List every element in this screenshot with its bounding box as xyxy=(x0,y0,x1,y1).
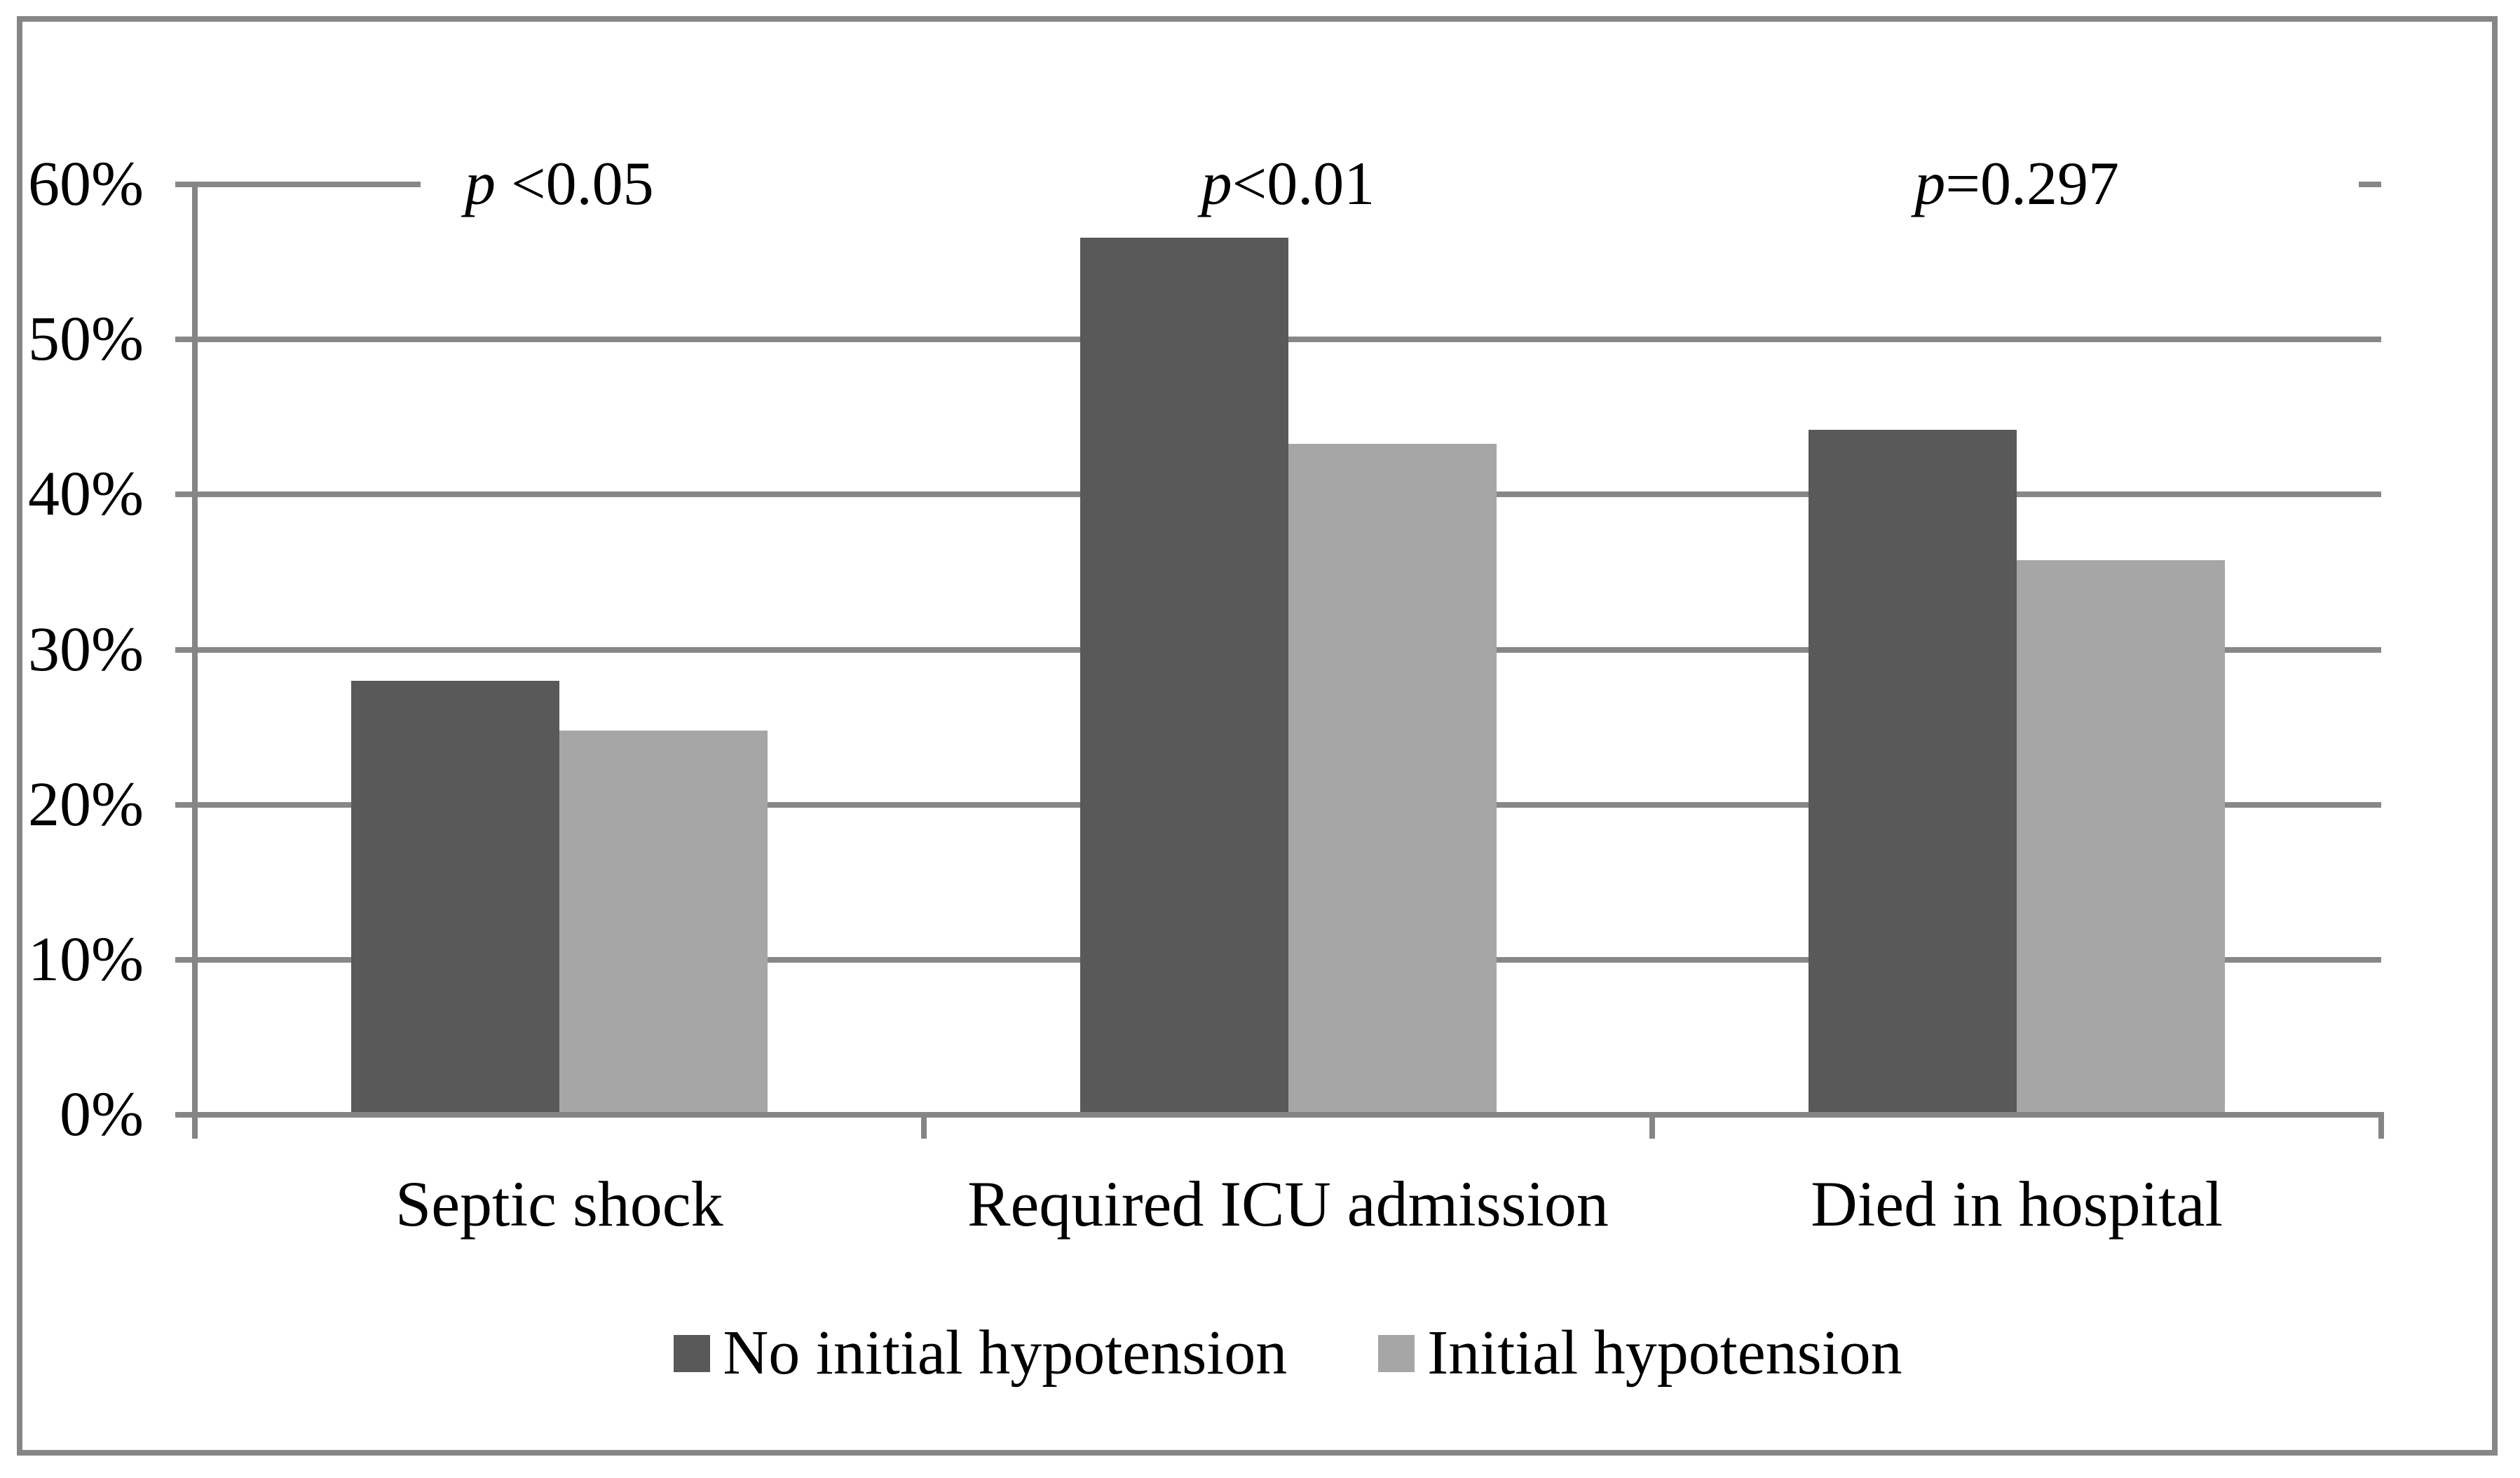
legend-item: Initial hypotension xyxy=(1378,1318,1902,1388)
legend-item: No initial hypotension xyxy=(674,1318,1287,1388)
category-label: Septic shock xyxy=(395,1168,723,1240)
p-value-annotation: p<0.01 xyxy=(1201,150,1375,218)
gridline-top-segment xyxy=(2359,182,2381,187)
p-value-annotation: p=0.297 xyxy=(1914,150,2119,218)
y-tick-label: 30% xyxy=(28,614,144,684)
bar-initial-hypotension xyxy=(2017,560,2226,1112)
p-italic: p xyxy=(1914,150,1946,218)
bar-no-initial-hypotension xyxy=(1079,237,1288,1112)
y-tick-label: 60% xyxy=(28,149,144,219)
figure-border xyxy=(17,16,2498,1456)
category-label: Died in hospital xyxy=(1811,1168,2223,1240)
y-tick-label: 20% xyxy=(28,769,144,839)
legend-label: Initial hypotension xyxy=(1427,1318,1902,1388)
y-axis-line xyxy=(192,182,198,1133)
p-italic: p xyxy=(1201,150,1232,218)
legend-label: No initial hypotension xyxy=(723,1318,1288,1388)
legend-swatch-icon xyxy=(1378,1334,1415,1372)
x-axis-tick xyxy=(2378,1112,2384,1139)
x-axis-tick xyxy=(920,1112,927,1139)
y-tick-label: 0% xyxy=(60,1080,144,1149)
x-axis-tick xyxy=(1649,1112,1656,1139)
legend-swatch-icon xyxy=(674,1334,711,1372)
bar-initial-hypotension xyxy=(559,730,768,1112)
p-value-annotation: p <0.05 xyxy=(465,150,654,218)
y-tick-label: 50% xyxy=(28,304,144,374)
gridline-top-segment xyxy=(175,182,421,187)
category-label: Required ICU admission xyxy=(967,1168,1609,1240)
y-tick-label: 40% xyxy=(28,459,144,529)
bar-initial-hypotension xyxy=(1288,443,1497,1112)
y-tick-label: 10% xyxy=(28,924,144,994)
x-axis-line xyxy=(175,1112,2381,1118)
bar-no-initial-hypotension xyxy=(1809,429,2017,1112)
legend: No initial hypotension Initial hypotensio… xyxy=(195,1318,2381,1388)
p-italic: p xyxy=(465,150,496,218)
bar-no-initial-hypotension xyxy=(350,681,559,1112)
x-axis-tick xyxy=(192,1112,198,1139)
